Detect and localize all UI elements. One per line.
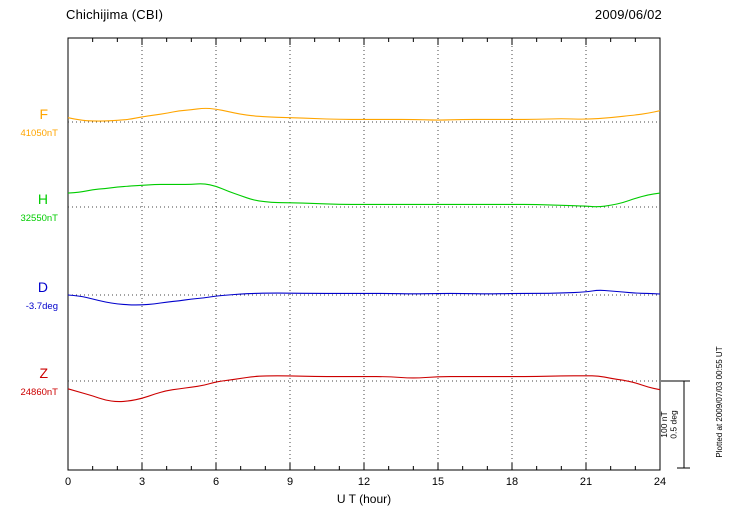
series-baseline-label-z: 24860nT [20,387,58,398]
x-tick-label: 9 [287,476,293,488]
series-name-z: Z [39,365,48,381]
series-name-d: D [38,279,48,295]
x-tick-label: 24 [654,476,666,488]
x-tick-label: 21 [580,476,592,488]
trace-h [67,183,661,208]
series-baseline-label-d: -3.7deg [26,301,58,312]
x-tick-label: 6 [213,476,219,488]
x-tick-label: 0 [65,476,71,488]
trace-d [67,289,661,306]
x-tick-label: 3 [139,476,145,488]
plotted-at-note: Plotted at 2009/07/03 00:55 UT [715,346,724,457]
scale-bar-label: 0.5 deg [669,410,679,439]
series-name-f: F [39,106,48,122]
x-tick-label: 12 [358,476,370,488]
trace-f [67,107,661,122]
x-axis-label: U T (hour) [336,492,392,506]
series-baseline-label-h: 32550nT [20,213,58,224]
scale-bar-label: 100 nT [659,411,669,437]
series-baseline-label-f: 41050nT [20,128,58,139]
series-name-h: H [38,191,48,207]
trace-z [67,375,661,403]
date-label: 2009/06/02 [594,7,662,22]
x-tick-label: 18 [506,476,518,488]
x-tick-label: 15 [432,476,444,488]
station-title: Chichijima (CBI) [66,7,164,22]
